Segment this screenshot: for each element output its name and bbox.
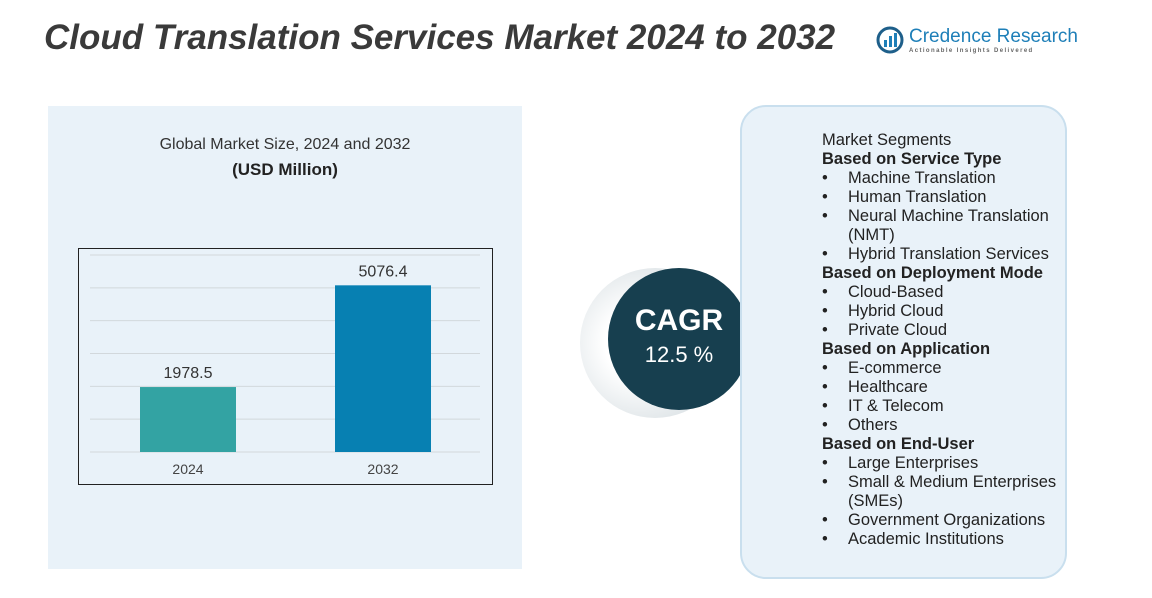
cagr-badge: CAGR 12.5 % — [608, 268, 750, 410]
segments-list: Market Segments Based on Service TypeMac… — [822, 131, 1058, 549]
chart-title: Global Market Size, 2024 and 2032 — [159, 136, 411, 153]
segment-item: Others — [822, 416, 1058, 435]
segment-group-title: Based on End-User — [822, 435, 975, 453]
segment-group-title: Based on Application — [822, 340, 991, 358]
segment-item: Private Cloud — [822, 321, 1058, 340]
data-label: 5076.4 — [359, 263, 408, 280]
logo: Credence Research Actionable Insights De… — [876, 26, 1078, 54]
segments-heading: Market Segments — [822, 131, 952, 149]
segment-group-title: Based on Service Type — [822, 150, 1002, 168]
segment-item: Small & Medium Enterprises (SMEs) — [822, 473, 1058, 511]
logo-tagline: Actionable Insights Delivered — [909, 48, 1034, 54]
cagr-label: CAGR — [634, 304, 724, 337]
segment-item: Academic Institutions — [822, 530, 1058, 549]
segment-item: Cloud-Based — [822, 283, 1058, 302]
bar-2024 — [140, 387, 236, 452]
segment-group-title: Based on Deployment Mode — [822, 264, 1043, 282]
segment-item: Neural Machine Translation (NMT) — [822, 207, 1058, 245]
page-title: Cloud Translation Services Market 2024 t… — [44, 18, 836, 57]
segment-item: Hybrid Translation Services — [822, 245, 1058, 264]
segment-item: Healthcare — [822, 378, 1058, 397]
data-label: 1978.5 — [164, 365, 213, 382]
x-tick-label: 2024 — [172, 461, 203, 477]
segment-item: Human Translation — [822, 188, 1058, 207]
chart-panel — [48, 106, 522, 569]
cagr-value: 12.5 % — [644, 342, 714, 367]
bar-2032 — [335, 285, 431, 452]
chart-unit: (USD Million) — [232, 160, 338, 179]
segment-item: Hybrid Cloud — [822, 302, 1058, 321]
x-tick-label: 2032 — [367, 461, 398, 477]
segment-item: Government Organizations — [822, 511, 1058, 530]
logo-icon — [876, 26, 904, 54]
chart-frame — [78, 248, 493, 485]
bar-chart: 1978.5 2024 5076.4 2032 — [78, 248, 493, 485]
segment-item: Machine Translation — [822, 169, 1058, 188]
logo-name: Credence Research — [909, 26, 1078, 47]
segment-item: E-commerce — [822, 359, 1058, 378]
segment-item: IT & Telecom — [822, 397, 1058, 416]
segment-item: Large Enterprises — [822, 454, 1058, 473]
